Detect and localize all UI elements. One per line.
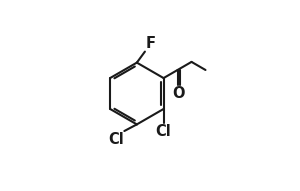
Text: F: F (146, 36, 156, 51)
Text: Cl: Cl (156, 124, 172, 139)
Text: Cl: Cl (108, 132, 124, 147)
Text: O: O (172, 87, 185, 101)
